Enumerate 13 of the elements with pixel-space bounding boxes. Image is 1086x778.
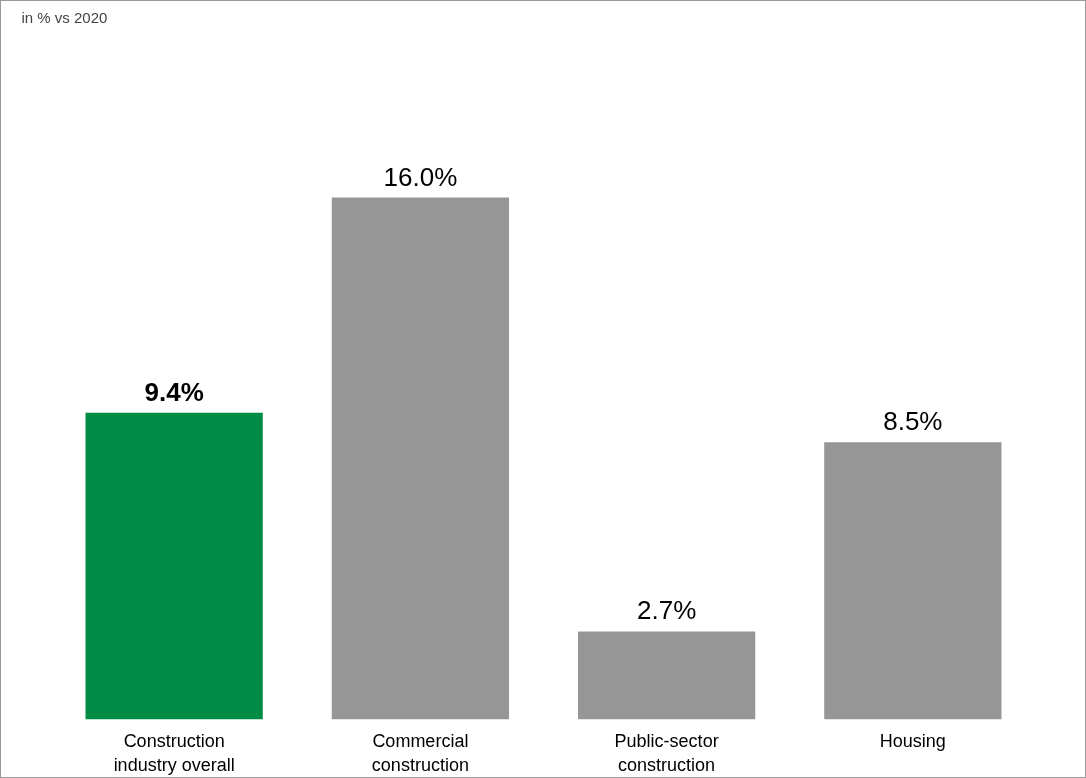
x-tick-label: Housing <box>879 730 946 751</box>
data-label: 2.7% <box>636 595 697 626</box>
data-label: 16.0% <box>383 161 458 192</box>
bar <box>85 412 263 720</box>
x-tick-label: Construction industry overall <box>113 730 235 775</box>
bar <box>824 442 1002 720</box>
bar <box>331 197 510 720</box>
chart-title: in % vs 2020 <box>21 8 108 26</box>
data-label: 8.5% <box>883 406 943 437</box>
bar <box>577 631 756 720</box>
x-tick-label: Public-sector construction <box>614 730 719 775</box>
x-tick-label: Commercial construction <box>371 730 469 775</box>
data-label: 9.4% <box>144 376 204 407</box>
